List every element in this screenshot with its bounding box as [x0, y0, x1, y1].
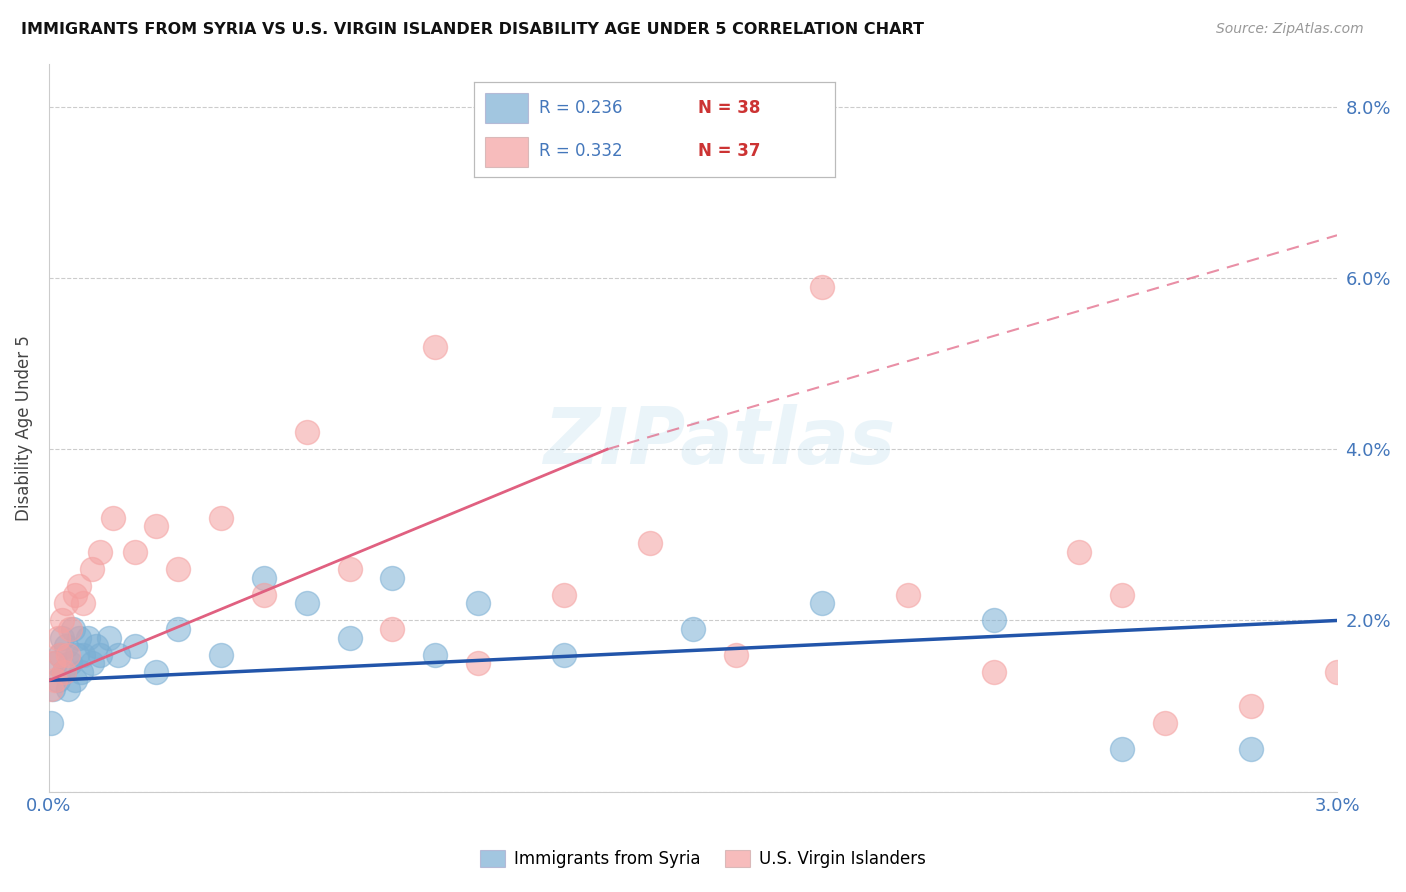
Point	[638, 536, 661, 550]
Point	[63, 588, 86, 602]
Point	[124, 545, 146, 559]
Point	[811, 279, 834, 293]
Point	[76, 631, 98, 645]
Point	[67, 579, 90, 593]
Point	[1240, 742, 1263, 756]
Point	[724, 648, 747, 662]
Text: Source: ZipAtlas.com: Source: ZipAtlas.com	[1216, 22, 1364, 37]
Point	[339, 631, 361, 645]
Point	[381, 571, 404, 585]
Point	[51, 614, 73, 628]
Point	[1111, 742, 1133, 756]
Point	[55, 596, 77, 610]
Point	[98, 631, 121, 645]
Point	[46, 673, 69, 688]
Point	[44, 673, 66, 688]
Point	[1069, 545, 1091, 559]
Point	[42, 657, 65, 671]
Y-axis label: Disability Age Under 5: Disability Age Under 5	[15, 334, 32, 521]
Point	[53, 665, 76, 679]
Point	[84, 639, 107, 653]
Point	[381, 622, 404, 636]
Point	[425, 648, 447, 662]
Point	[253, 588, 276, 602]
Point	[1326, 665, 1348, 679]
Point	[682, 622, 704, 636]
Point	[983, 665, 1005, 679]
Point	[1154, 716, 1177, 731]
Point	[209, 648, 232, 662]
Point	[44, 657, 66, 671]
Point	[58, 681, 80, 696]
Point	[70, 665, 93, 679]
Point	[89, 545, 111, 559]
Point	[80, 562, 103, 576]
Point	[51, 631, 73, 645]
Point	[166, 562, 188, 576]
Point	[1240, 699, 1263, 714]
Point	[467, 596, 489, 610]
Point	[89, 648, 111, 662]
Point	[107, 648, 129, 662]
Point	[42, 681, 65, 696]
Point	[72, 596, 94, 610]
Point	[253, 571, 276, 585]
Point	[103, 510, 125, 524]
Point	[55, 639, 77, 653]
Point	[39, 716, 62, 731]
Text: IMMIGRANTS FROM SYRIA VS U.S. VIRGIN ISLANDER DISABILITY AGE UNDER 5 CORRELATION: IMMIGRANTS FROM SYRIA VS U.S. VIRGIN ISL…	[21, 22, 924, 37]
Point	[983, 614, 1005, 628]
Point	[425, 340, 447, 354]
Point	[145, 519, 167, 533]
Point	[467, 657, 489, 671]
Point	[295, 596, 318, 610]
Point	[145, 665, 167, 679]
Point	[553, 588, 575, 602]
Point	[67, 631, 90, 645]
Point	[339, 562, 361, 576]
Point	[1111, 588, 1133, 602]
Point	[72, 648, 94, 662]
Point	[80, 657, 103, 671]
Point	[59, 657, 82, 671]
Point	[811, 596, 834, 610]
Text: ZIPatlas: ZIPatlas	[543, 404, 894, 481]
Point	[48, 648, 70, 662]
Legend: Immigrants from Syria, U.S. Virgin Islanders: Immigrants from Syria, U.S. Virgin Islan…	[474, 843, 932, 875]
Point	[166, 622, 188, 636]
Point	[48, 648, 70, 662]
Point	[53, 665, 76, 679]
Point	[63, 673, 86, 688]
Point	[39, 681, 62, 696]
Point	[124, 639, 146, 653]
Point	[295, 425, 318, 439]
Point	[553, 648, 575, 662]
Point	[897, 588, 920, 602]
Point	[209, 510, 232, 524]
Point	[59, 622, 82, 636]
Point	[66, 648, 89, 662]
Point	[58, 648, 80, 662]
Point	[46, 631, 69, 645]
Point	[62, 622, 84, 636]
